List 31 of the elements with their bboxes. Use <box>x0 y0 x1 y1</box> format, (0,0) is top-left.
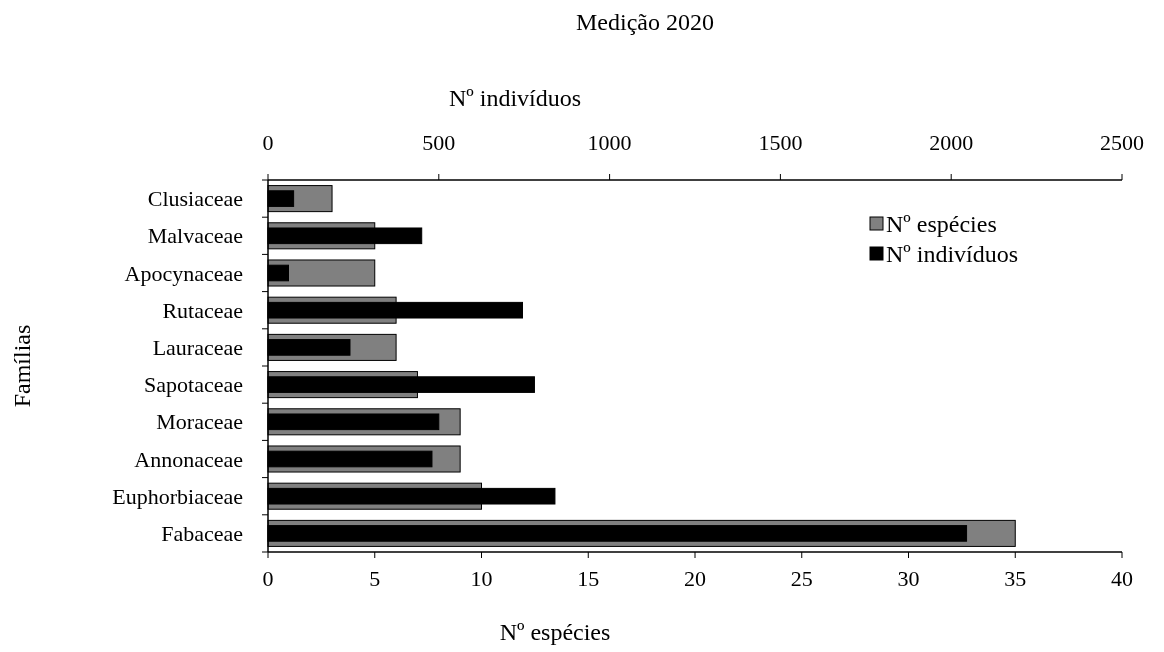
legend-label: Nº indivíduos <box>886 241 1019 267</box>
y-tick-label: Euphorbiaceae <box>112 483 243 509</box>
x-tick-label: 20 <box>684 566 706 591</box>
x2-tick-label: 2500 <box>1100 130 1144 155</box>
y-tick-label: Moraceae <box>156 409 243 435</box>
y-tick-label: Sapotaceae <box>144 372 243 398</box>
x2-tick-label: 500 <box>422 130 456 155</box>
y-tick-label: Clusiaceae <box>147 186 243 212</box>
x-tick-label: 40 <box>1111 566 1133 591</box>
x-tick-label: 5 <box>369 566 381 591</box>
y-tick-label: Lauraceae <box>152 334 243 360</box>
y-axis-title: Famílias <box>9 324 35 408</box>
y-tick-label: Malvaceae <box>147 223 243 249</box>
y-tick-label: Annonaceae <box>134 446 243 472</box>
x-tick-label: 30 <box>897 566 920 591</box>
x2-tick-label: 1000 <box>587 130 632 155</box>
y-tick-label: Rutaceae <box>162 297 243 323</box>
y-tick-label: Apocynaceae <box>124 260 243 286</box>
y-tick-label: Fabaceae <box>161 520 243 546</box>
x-axis-title: Nº espécies <box>499 619 611 645</box>
x2-tick-label: 1500 <box>758 130 803 155</box>
x-tick-label: 15 <box>577 566 600 591</box>
x-tick-label: 35 <box>1004 566 1027 591</box>
x-tick-label: 25 <box>790 566 813 591</box>
legend-label: Nº espécies <box>886 211 997 237</box>
x-tick-label: 0 <box>262 566 274 591</box>
chart-title: Medição 2020 <box>576 9 714 35</box>
x2-tick-label: 0 <box>262 130 274 155</box>
x2-axis-title: Nº indivíduos <box>448 85 582 111</box>
x2-tick-label: 2000 <box>929 130 974 155</box>
x-tick-label: 10 <box>470 566 493 591</box>
